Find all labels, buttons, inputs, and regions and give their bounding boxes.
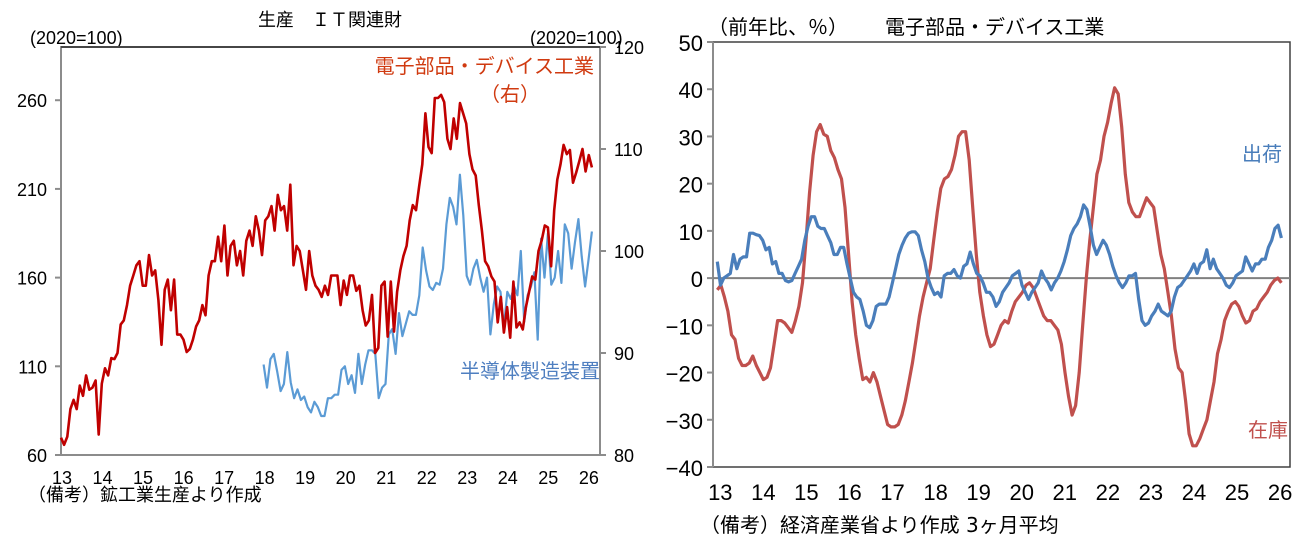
right-y-tick-label: 120 — [614, 38, 644, 58]
right-chart-x-tick-label: 21 — [1053, 480, 1077, 505]
right-chart-x-tick-label: 19 — [966, 480, 990, 505]
right-chart-y-tick-label: 20 — [679, 173, 703, 198]
left-series-group — [59, 93, 594, 447]
series-line-semiconductor-equipment — [262, 173, 593, 418]
right-chart-x-tick-label: 17 — [880, 480, 904, 505]
right-chart-note: （備考）経済産業省より作成 3ヶ月平均 — [700, 513, 1059, 537]
left-y-tick-label: 60 — [27, 446, 47, 466]
left-x-tick-label: 23 — [457, 468, 477, 488]
right-chart-y-tick-label: 50 — [679, 31, 703, 56]
right-chart-x-tick-label: 24 — [1182, 480, 1206, 505]
legend-label-inventory: 在庫 — [1248, 418, 1288, 442]
right-chart-x-tick-label: 15 — [794, 480, 818, 505]
left-x-tick-label: 20 — [336, 468, 356, 488]
series-line-shipments — [715, 203, 1283, 330]
left-x-tick-label: 17 — [214, 468, 234, 488]
right-y-tick-label: 110 — [614, 140, 643, 160]
legend-label-shipments: 出荷 — [1242, 142, 1282, 166]
right-chart-y-axis-ticks: −40 −30 −20 −10 0 10 20 30 40 50 — [666, 31, 713, 481]
left-x-axis-ticks: 13 14 15 16 17 18 19 20 21 22 23 24 25 26 — [52, 468, 599, 488]
left-axis-unit: (2020=100) — [30, 28, 123, 48]
right-y-tick-label: 90 — [614, 344, 634, 364]
right-chart-unit: （前年比、％） — [708, 15, 848, 39]
left-y-axis-ticks: 60 110 160 210 260 — [17, 91, 61, 466]
left-x-tick-label: 24 — [498, 468, 518, 488]
right-chart-y-tick-label: 0 — [691, 267, 703, 292]
right-chart-x-tick-label: 23 — [1139, 480, 1163, 505]
left-x-tick-label: 15 — [133, 468, 153, 488]
right-series-group — [715, 86, 1283, 448]
right-chart-x-tick-label: 22 — [1096, 480, 1120, 505]
right-chart-x-tick-label: 20 — [1009, 480, 1033, 505]
right-chart-x-tick-label: 18 — [923, 480, 947, 505]
left-plot-frame — [60, 46, 601, 456]
right-y-tick-label: 100 — [614, 242, 644, 262]
right-chart-y-tick-label: −10 — [666, 314, 703, 339]
right-chart-y-tick-label: −20 — [666, 362, 703, 387]
right-axis-unit: (2020=100) — [530, 28, 623, 48]
right-y-tick-label: 80 — [614, 446, 634, 466]
left-y-tick-label: 160 — [17, 269, 47, 289]
left-x-tick-label: 19 — [295, 468, 315, 488]
right-chart-x-axis-ticks: 13 14 15 16 17 18 19 20 21 22 23 24 25 26 — [708, 480, 1292, 505]
right-chart-electronic-parts-yoy: （前年比、％） 電子部品・デバイス工業 −40 −30 −20 −10 0 10 20 30 4… — [666, 15, 1293, 537]
left-x-tick-label: 13 — [52, 468, 72, 488]
right-chart-x-tick-label: 16 — [837, 480, 861, 505]
left-y-tick-label: 260 — [17, 91, 47, 111]
right-chart-x-tick-label: 26 — [1268, 480, 1292, 505]
left-x-tick-label: 18 — [255, 468, 275, 488]
left-chart-note: （備考）鉱工業生産より作成 — [28, 485, 262, 506]
legend-label-right-axis-marker: （右） — [480, 82, 540, 106]
left-x-tick-label: 22 — [417, 468, 437, 488]
left-x-tick-label: 25 — [538, 468, 558, 488]
right-y-axis-ticks: 80 90 100 110 120 — [600, 38, 644, 466]
right-chart-y-tick-label: −40 — [666, 456, 703, 481]
legend-label-semiconductor-equipment: 半導体製造装置 — [460, 359, 600, 383]
series-line-inventory — [716, 86, 1283, 448]
right-plot-frame — [712, 41, 1291, 468]
right-chart-y-tick-label: 30 — [679, 125, 703, 150]
right-chart-x-tick-label: 14 — [751, 480, 775, 505]
series-line-electronic-parts — [59, 93, 594, 447]
left-y-tick-label: 110 — [18, 357, 47, 377]
left-x-tick-label: 14 — [93, 468, 113, 488]
right-chart-y-tick-label: 10 — [679, 220, 703, 245]
right-chart-x-tick-label: 13 — [708, 480, 732, 505]
left-x-tick-label: 21 — [376, 468, 396, 488]
legend-label-electronic-parts: 電子部品・デバイス工業 — [375, 54, 594, 78]
left-chart-title: 生産 ＩＴ関連財 — [258, 10, 402, 30]
left-chart-production-it: 生産 ＩＴ関連財 (2020=100) (2020=100) 60 110 160 2… — [17, 10, 644, 506]
right-chart-y-tick-label: 40 — [679, 78, 703, 103]
right-chart-title: 電子部品・デバイス工業 — [885, 15, 1104, 39]
left-x-tick-label: 16 — [174, 468, 194, 488]
right-chart-y-tick-label: −30 — [666, 409, 703, 434]
left-x-tick-label: 26 — [579, 468, 599, 488]
left-y-tick-label: 210 — [17, 180, 47, 200]
right-chart-x-tick-label: 25 — [1225, 480, 1249, 505]
